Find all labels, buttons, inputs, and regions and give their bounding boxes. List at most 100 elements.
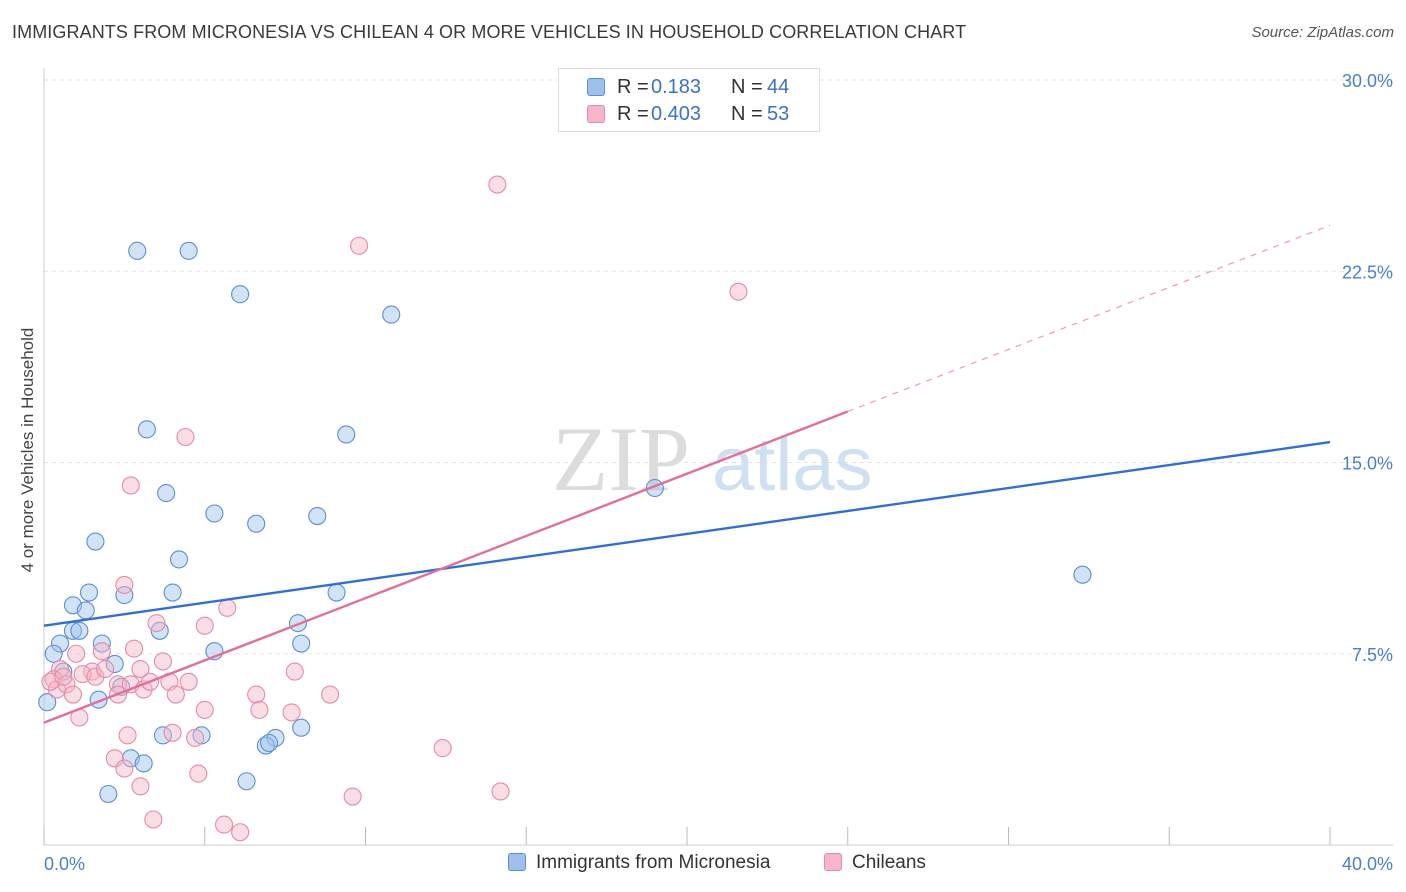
chilean-point <box>115 575 134 594</box>
micronesia-point <box>169 550 189 569</box>
micronesia-point <box>259 733 279 753</box>
chilean-point <box>247 685 266 704</box>
y-axis-label: 4 or more Vehicles in Household <box>18 327 37 573</box>
micronesia-point <box>92 634 111 653</box>
source-label: Source: ZipAtlas.com <box>1251 24 1394 41</box>
micronesia-point <box>308 506 327 526</box>
chilean-point <box>179 672 198 691</box>
chilean-point <box>176 427 195 447</box>
micronesia-point <box>51 634 70 653</box>
chart-title: IMMIGRANTS FROM MICRONESIA VS CHILEAN 4 … <box>12 22 967 42</box>
chilean-point <box>166 685 185 704</box>
chilean-point <box>121 476 140 495</box>
legend-n-label: N = <box>731 76 763 98</box>
micronesia-point <box>327 583 346 602</box>
chilean-point <box>195 700 214 719</box>
grid-lines <box>44 79 1393 655</box>
micronesia-point <box>86 532 105 551</box>
data-points <box>38 175 1092 842</box>
legend-r-label: R = <box>617 76 649 98</box>
chilean-point <box>118 726 137 745</box>
micronesia-point <box>237 772 256 791</box>
tick-labels: 7.5% 15.0% 22.5% 30.0% 0.0% 40.0% <box>44 71 1393 874</box>
bottom-legend-swatch-micronesia <box>508 853 526 871</box>
micronesia-point <box>205 504 224 523</box>
micronesia-point <box>38 693 57 712</box>
y-tick-label: 15.0% <box>1342 454 1393 474</box>
watermark-atlas: atlas <box>712 422 873 507</box>
chilean-point <box>285 662 304 681</box>
chilean-point <box>343 787 362 806</box>
micronesia-point <box>128 241 147 260</box>
chilean-point <box>92 642 111 661</box>
micronesia-point <box>137 420 156 439</box>
legend-r-value: 0.183 <box>651 76 702 98</box>
y-tick-label: 22.5% <box>1342 262 1393 282</box>
chilean-point <box>144 810 163 829</box>
chilean-point <box>433 739 452 758</box>
micronesia-point <box>231 285 250 304</box>
chilean-point <box>163 723 182 742</box>
bottom-legend-swatch-chileans <box>824 853 842 871</box>
legend-n-value: 44 <box>767 76 790 98</box>
micronesia-point <box>99 784 118 804</box>
micronesia-point <box>70 621 89 640</box>
chilean-point <box>491 782 510 801</box>
chilean-point <box>86 667 105 686</box>
chilean-point <box>488 175 507 194</box>
chilean-point <box>321 685 340 704</box>
chilean-point <box>63 685 82 704</box>
micronesia-point <box>179 241 198 260</box>
chilean-point <box>729 282 748 301</box>
micronesia-point <box>163 583 182 602</box>
y-axis-label-wrap: 4 or more Vehicles in Household <box>16 300 40 600</box>
micronesia-point <box>79 583 99 602</box>
micronesia-point <box>44 644 63 663</box>
micronesia-point <box>337 425 356 444</box>
bottom-legend-label-chileans: Chileans <box>852 852 926 873</box>
y-tick-label: 7.5% <box>1352 645 1393 665</box>
chilean-point <box>189 764 208 783</box>
chilean-point <box>231 823 250 842</box>
chilean-point <box>131 659 150 679</box>
micronesia-point <box>292 718 311 737</box>
chilean-point <box>350 236 369 255</box>
micronesia-point <box>292 634 311 653</box>
micronesia-point <box>115 586 134 605</box>
y-tick-label: 30.0% <box>1342 71 1393 91</box>
chilean-point <box>124 639 144 658</box>
watermark-zip: ZIP <box>552 408 690 510</box>
legend-row-micronesia: R = 0.183 N = 44 <box>559 74 819 100</box>
trend-lines <box>43 224 1331 724</box>
legend-r-value: 0.403 <box>651 103 702 125</box>
micronesia-point <box>247 514 266 533</box>
micronesia-point <box>256 736 275 755</box>
legend: R = 0.183 N = 44 R = 0.403 N = 53 <box>558 68 820 132</box>
legend-swatch-chileans <box>587 105 605 123</box>
micronesia-trend-line <box>43 440 1331 627</box>
micronesia-point <box>382 305 401 324</box>
legend-row-chileans: R = 0.403 N = 53 <box>559 101 819 127</box>
micronesia-point <box>76 601 95 620</box>
legend-n-value: 53 <box>767 103 790 125</box>
chilean-point <box>186 728 205 747</box>
chilean-point <box>147 614 166 633</box>
chilean-point <box>54 667 73 686</box>
micronesia-point <box>105 654 124 674</box>
axes <box>43 68 1393 846</box>
legend-swatch-micronesia <box>587 78 605 96</box>
chilean-point <box>153 652 173 671</box>
chilean-trend-line <box>43 410 849 724</box>
chilean-trend-extension <box>847 224 1331 413</box>
micronesia-point <box>1073 565 1092 584</box>
micronesia-point <box>157 484 176 503</box>
legend-n-label: N = <box>731 103 763 125</box>
chilean-point <box>250 700 269 719</box>
chilean-point <box>218 598 237 617</box>
chilean-point <box>67 644 86 663</box>
chilean-point <box>214 815 234 834</box>
chilean-point <box>131 777 150 796</box>
bottom-legend-chileans: Chileans <box>824 852 926 874</box>
chilean-point <box>282 703 301 722</box>
